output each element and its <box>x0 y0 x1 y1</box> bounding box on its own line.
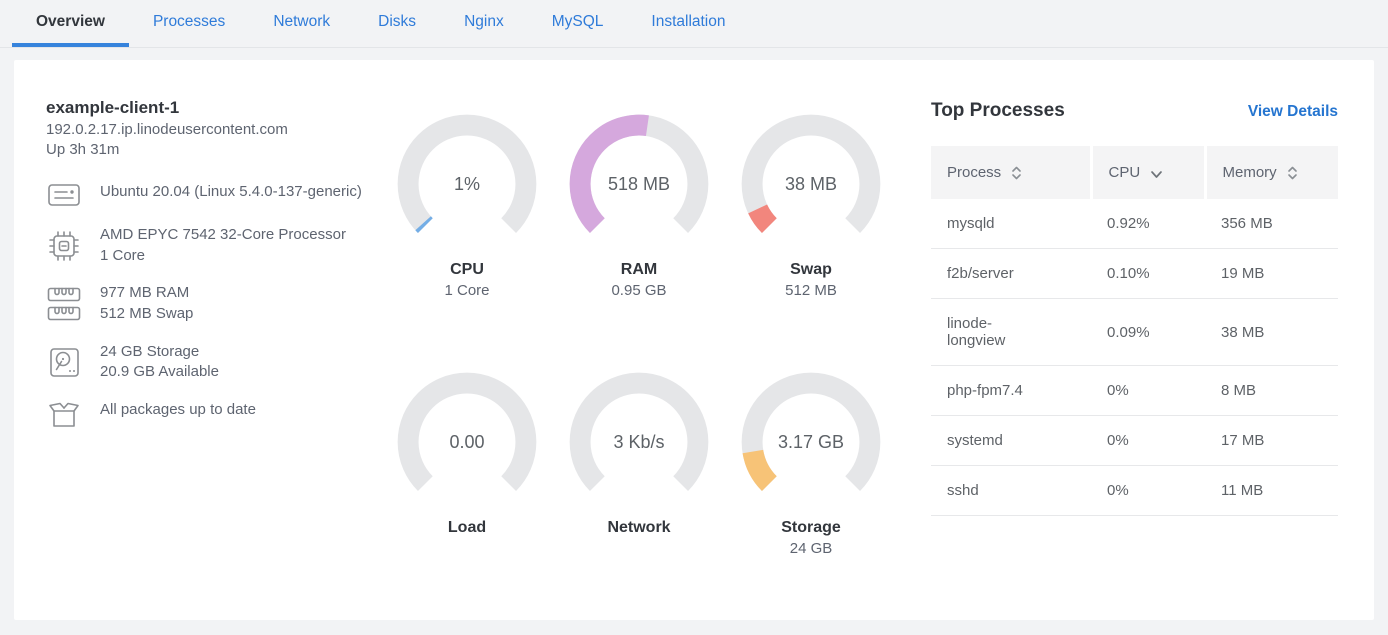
tab-bar: Overview Processes Network Disks Nginx M… <box>0 0 1388 48</box>
table-row: linode-longview 0.09% 38 MB <box>931 298 1338 366</box>
gauge-cpu-label: CPU <box>450 261 484 278</box>
table-header-row: Process CPU <box>931 146 1338 199</box>
process-name-cell: php-fpm7.4 <box>931 365 1091 416</box>
process-memory-cell: 38 MB <box>1205 298 1338 366</box>
gauge-ram: 518 MB RAM 0.95 GB <box>553 108 725 300</box>
gauge-cpu: 1% CPU 1 Core <box>381 108 553 300</box>
table-row: mysqld 0.92% 356 MB <box>931 199 1338 249</box>
gauge-network: 3 Kb/s Network <box>553 366 725 558</box>
spec-storage: 24 GB Storage 20.9 GB Available <box>46 342 381 383</box>
distro-icon <box>46 182 82 208</box>
system-summary: example-client-1 192.0.2.17.ip.linodeuse… <box>46 98 381 620</box>
column-header-memory[interactable]: Memory <box>1205 146 1338 199</box>
table-row: systemd 0% 17 MB <box>931 415 1338 466</box>
process-cpu-cell: 0% <box>1091 415 1205 466</box>
gauge-network-value: 3 Kb/s <box>613 431 665 452</box>
process-memory-cell: 19 MB <box>1205 248 1338 299</box>
tab-mysql[interactable]: MySQL <box>528 0 628 47</box>
process-name-cell: systemd <box>931 415 1091 466</box>
client-domain: 192.0.2.17.ip.linodeusercontent.com <box>46 121 288 138</box>
spec-os: Ubuntu 20.04 (Linux 5.4.0-137-generic) <box>46 182 381 208</box>
gauge-swap-label: Swap <box>790 261 832 278</box>
process-memory-cell: 8 MB <box>1205 365 1338 416</box>
spec-swap: 512 MB Swap <box>100 305 194 323</box>
sort-both-icon <box>1287 166 1297 179</box>
process-cpu-cell: 0% <box>1091 365 1205 416</box>
process-name-cell: linode-longview <box>931 298 1091 366</box>
gauge-ram-sublabel: 0.95 GB <box>611 282 667 299</box>
process-cpu-cell: 0.10% <box>1091 248 1205 299</box>
spec-cpu-model: AMD EPYC 7542 32-Core Processor <box>100 226 346 243</box>
spec-list: Ubuntu 20.04 (Linux 5.4.0-137-generic) <box>46 182 381 430</box>
process-memory-cell: 11 MB <box>1205 465 1338 516</box>
spec-cpu-cores: 1 Core <box>100 246 146 264</box>
view-details-link[interactable]: View Details <box>1247 103 1338 120</box>
ram-icon <box>46 283 82 324</box>
process-name-cell: sshd <box>931 465 1091 516</box>
process-name-cell: mysqld <box>931 199 1091 249</box>
table-row: sshd 0% 11 MB <box>931 465 1338 516</box>
gauge-storage-label: Storage <box>781 519 841 536</box>
client-name: example-client-1 <box>46 98 180 117</box>
gauges-grid: 1% CPU 1 Core 518 MB RAM 0.95 GB <box>381 98 901 620</box>
gauge-cpu-sublabel: 1 Core <box>444 282 490 299</box>
gauge-storage-sublabel: 24 GB <box>789 540 833 557</box>
overview-card: example-client-1 192.0.2.17.ip.linodeuse… <box>14 60 1374 620</box>
spec-cpu: AMD EPYC 7542 32-Core Processor 1 Core <box>46 225 381 266</box>
tab-processes[interactable]: Processes <box>129 0 249 47</box>
column-header-cpu[interactable]: CPU <box>1091 146 1207 199</box>
process-memory-cell: 356 MB <box>1205 199 1338 249</box>
top-processes-table: Process CPU <box>931 146 1338 516</box>
gauge-load-sublabel <box>381 540 553 558</box>
spec-packages: All packages up to date <box>46 400 381 430</box>
tab-disks[interactable]: Disks <box>354 0 440 47</box>
spec-memory: 977 MB RAM 512 MB Swap <box>46 283 381 324</box>
spec-ram: 977 MB RAM <box>100 284 190 302</box>
package-icon <box>46 400 82 430</box>
process-cpu-cell: 0% <box>1091 465 1205 516</box>
tab-installation[interactable]: Installation <box>627 0 749 47</box>
top-processes-title: Top Processes <box>931 100 1065 121</box>
process-cpu-cell: 0.92% <box>1091 199 1205 249</box>
spec-os-text: Ubuntu 20.04 (Linux 5.4.0-137-generic) <box>100 183 362 200</box>
gauge-load-value: 0.00 <box>449 431 485 452</box>
gauge-load-label: Load <box>447 519 487 536</box>
tab-overview[interactable]: Overview <box>12 0 129 47</box>
gauge-storage: 3.17 GB Storage 24 GB <box>725 366 897 558</box>
column-header-process[interactable]: Process <box>931 146 1093 199</box>
disk-icon <box>46 342 82 383</box>
process-cpu-cell: 0.09% <box>1091 298 1205 366</box>
gauge-ram-label: RAM <box>620 261 658 278</box>
gauge-swap-sublabel: 512 MB <box>785 282 837 299</box>
gauge-swap-value: 38 MB <box>784 173 838 194</box>
table-row: php-fpm7.4 0% 8 MB <box>931 365 1338 416</box>
spec-packages-text: All packages up to date <box>100 401 256 419</box>
table-row: f2b/server 0.10% 19 MB <box>931 248 1338 299</box>
gauge-load: 0.00 Load <box>381 366 553 558</box>
tab-nginx[interactable]: Nginx <box>440 0 528 47</box>
process-name-cell: f2b/server <box>931 248 1091 299</box>
client-uptime: Up 3h 31m <box>46 141 120 158</box>
spec-storage-total: 24 GB Storage <box>100 342 200 360</box>
sort-desc-icon <box>1151 170 1163 178</box>
tab-network[interactable]: Network <box>249 0 354 47</box>
gauge-storage-value: 3.17 GB <box>777 431 845 452</box>
process-memory-cell: 17 MB <box>1205 415 1338 466</box>
gauge-network-sublabel <box>553 540 725 558</box>
cpu-chip-icon <box>46 225 82 266</box>
gauge-ram-value: 518 MB <box>607 173 671 194</box>
gauge-cpu-value: 1% <box>453 173 480 194</box>
gauge-network-label: Network <box>607 519 671 536</box>
spec-storage-available: 20.9 GB Available <box>100 363 219 381</box>
top-processes-panel: Top Processes View Details Process <box>901 98 1338 620</box>
sort-both-icon <box>1012 166 1021 179</box>
gauge-swap: 38 MB Swap 512 MB <box>725 108 897 300</box>
